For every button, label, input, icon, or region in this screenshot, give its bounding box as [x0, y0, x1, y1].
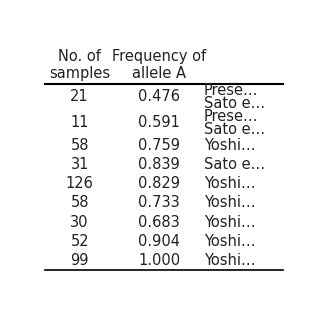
Text: 0.904: 0.904 [138, 234, 180, 249]
Text: Sato e…: Sato e… [204, 157, 265, 172]
Text: Yoshi…: Yoshi… [204, 234, 255, 249]
Text: 52: 52 [70, 234, 89, 249]
Text: Prese…: Prese… [204, 83, 258, 98]
Text: 99: 99 [70, 253, 89, 268]
Text: Sato e…: Sato e… [204, 122, 265, 137]
Text: 0.829: 0.829 [138, 176, 180, 191]
Text: Prese…: Prese… [204, 108, 258, 124]
Text: 31: 31 [70, 157, 89, 172]
Text: 126: 126 [66, 176, 94, 191]
Text: Yoshi…: Yoshi… [204, 176, 255, 191]
Text: 0.839: 0.839 [138, 157, 180, 172]
Text: 58: 58 [70, 138, 89, 153]
Text: Yoshi…: Yoshi… [204, 196, 255, 211]
Text: 0.476: 0.476 [138, 89, 180, 104]
Text: 11: 11 [70, 115, 89, 130]
Text: Sato e…: Sato e… [204, 96, 265, 111]
Text: No. of
samples: No. of samples [49, 49, 110, 81]
Text: 0.759: 0.759 [138, 138, 180, 153]
Text: 0.733: 0.733 [138, 196, 180, 211]
Text: 30: 30 [70, 215, 89, 230]
Text: Yoshi…: Yoshi… [204, 138, 255, 153]
Text: 1.000: 1.000 [138, 253, 180, 268]
Text: 21: 21 [70, 89, 89, 104]
Text: 0.591: 0.591 [138, 115, 180, 130]
Text: Frequency of
allele A: Frequency of allele A [112, 49, 206, 81]
Text: Yoshi…: Yoshi… [204, 253, 255, 268]
Text: Yoshi…: Yoshi… [204, 215, 255, 230]
Text: 0.683: 0.683 [138, 215, 180, 230]
Text: 58: 58 [70, 196, 89, 211]
